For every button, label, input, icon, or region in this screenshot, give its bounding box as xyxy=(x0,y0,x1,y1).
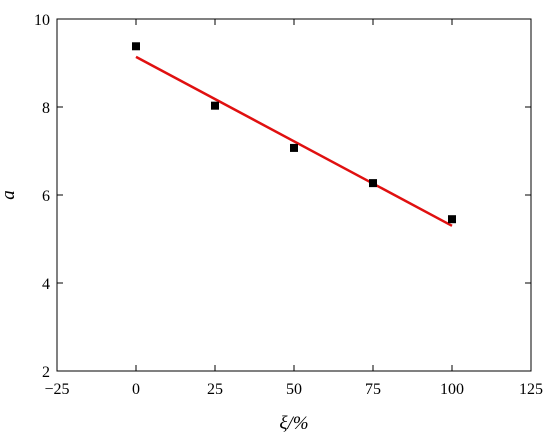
x-tick-label: 75 xyxy=(365,381,381,398)
x-tick-label: 100 xyxy=(440,381,464,398)
fit-line xyxy=(135,55,453,227)
plot-border xyxy=(56,18,532,372)
series-layer xyxy=(132,42,456,227)
x-tick-label: 125 xyxy=(519,381,543,398)
data-point xyxy=(448,215,456,224)
y-tick-label: 10 xyxy=(34,12,50,29)
y-axis-label: a xyxy=(0,190,19,200)
y-tick-label: 4 xyxy=(42,276,50,293)
data-point xyxy=(211,101,219,110)
x-tick-label: 0 xyxy=(132,381,140,398)
x-tick-label: 50 xyxy=(286,381,302,398)
data-point xyxy=(369,179,377,188)
plot-frame xyxy=(56,18,532,372)
x-axis-label: ξ/% xyxy=(279,413,308,434)
x-tick-label: 25 xyxy=(207,381,223,398)
y-tick-label: 8 xyxy=(42,100,50,117)
y-tick-label: 6 xyxy=(42,188,50,205)
y-tick-label: 2 xyxy=(42,364,50,381)
y-axis-ticks: 2 4 6 8 10 xyxy=(34,12,531,381)
x-axis-ticks: −25 0 25 50 75 100 125 xyxy=(44,19,543,398)
x-tick-label: −25 xyxy=(44,381,69,398)
data-point xyxy=(132,42,140,51)
data-point xyxy=(290,143,298,152)
